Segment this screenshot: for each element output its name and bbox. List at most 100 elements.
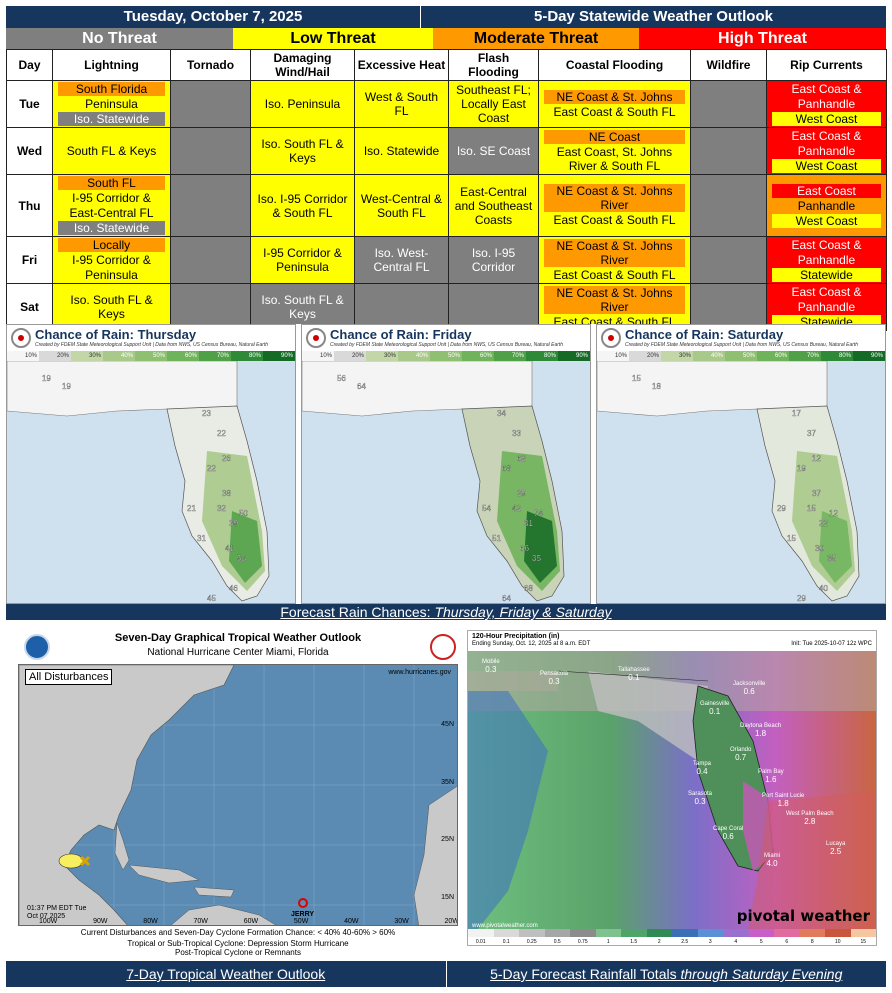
heat-cell: Iso. Statewide <box>354 127 449 175</box>
rain-chance-value: 68 <box>502 464 511 473</box>
lat-label: 35N <box>441 778 454 786</box>
table-row: Tue South Florida Peninsula Iso. Statewide I… <box>6 80 887 128</box>
city-rain-label: Tampa 0.4 <box>693 761 712 776</box>
scale-step: 10% <box>597 351 629 361</box>
scale-step: 80% <box>526 351 558 361</box>
wildfire-cell <box>690 174 767 237</box>
threat-text: NE Coast & St. Johns River <box>544 285 685 314</box>
rain-chance-value: 46 <box>229 584 238 593</box>
scale-step: 10% <box>7 351 39 361</box>
scale-step: 90% <box>853 351 885 361</box>
rain-chance-value: 37 <box>807 429 816 438</box>
rain-chance-value: 64 <box>502 594 511 603</box>
cyclone-legend: Tropical or Sub-Tropical Cyclone: Depres… <box>14 939 462 957</box>
rain-scale-step <box>697 929 723 937</box>
city-name: Sarasota <box>688 791 713 797</box>
rain-chance-value: 64 <box>357 382 366 391</box>
rain-chance-value: 54 <box>482 504 491 513</box>
city-name: Tampa <box>693 761 712 767</box>
wind-cell: Iso. South FL & Keys <box>250 127 355 175</box>
day-cell: Tue <box>6 80 53 128</box>
tornado-cell <box>170 236 251 284</box>
scale-step: 20% <box>39 351 71 361</box>
rain-scale-step <box>468 929 494 937</box>
rain-scale-tick: 4 <box>734 939 738 945</box>
city-name: Gainesville <box>700 701 730 707</box>
rain-scale-tick: 0.1 <box>502 939 510 945</box>
flash-cell: Southeast FL; Locally East Coast <box>448 80 539 128</box>
tornado-cell <box>170 127 251 175</box>
map-scale: 10% 20% 30% 40% 50% 60% 70% 80% 90% <box>7 351 295 361</box>
filter-all-disturbances[interactable]: All Disturbances <box>25 669 113 685</box>
scale-step: 30% <box>71 351 103 361</box>
city-value: 0.3 <box>694 797 706 806</box>
city-rain-label: Gainesville 0.1 <box>700 701 730 716</box>
wind-cell: Iso. South FL & Keys <box>250 283 355 331</box>
city-value: 0.3 <box>548 677 560 686</box>
city-rain-label: Palm Bay 1.6 <box>758 769 784 784</box>
rain-chance-value: 23 <box>202 409 211 418</box>
threat-text: East Coast & <box>791 285 862 299</box>
city-value: 2.5 <box>830 847 842 856</box>
threat-none: No Threat <box>6 28 233 49</box>
city-name: Port Saint Lucie <box>762 793 805 799</box>
scale-step: 60% <box>462 351 494 361</box>
threat-text: West Coast <box>772 213 881 228</box>
heat-cell <box>354 283 449 331</box>
map-title-bar: Chance of Rain: Saturday Created by FDEM… <box>597 325 885 351</box>
rainfall-init: Init: Tue 2025-10-07 12z WPC <box>791 641 872 647</box>
rain-scale-step <box>799 929 825 937</box>
wildfire-cell <box>690 283 767 331</box>
rain-chance-value: 15 <box>787 534 796 543</box>
rain-chance-value: 32 <box>217 504 226 513</box>
formation-chance-legend: Current Disturbances and Seven-Day Cyclo… <box>80 928 396 937</box>
tropical-outlook: Seven-Day Graphical Tropical Weather Out… <box>14 628 462 957</box>
atlantic-map: All Disturbances www.hurricanes.gov JERR… <box>18 664 458 926</box>
rain-chance-value: 35 <box>532 554 541 563</box>
lon-label: 20W <box>444 918 458 925</box>
tornado-cell <box>170 174 251 237</box>
atlantic-basemap <box>19 665 457 925</box>
rain-chance-value: 33 <box>512 429 521 438</box>
scale-step: 30% <box>661 351 693 361</box>
threat-high: High Threat <box>639 28 886 49</box>
scale-step: 60% <box>167 351 199 361</box>
scale-step: 50% <box>135 351 167 361</box>
coastal-cell: NE Coast & St. Johns East Coast & South F… <box>538 80 691 128</box>
rain-chance-caption: Forecast Rain Chances: Thursday, Friday … <box>6 604 886 620</box>
rain-chance-value: 45 <box>207 594 216 603</box>
threat-text: Iso. West-Central FL <box>373 246 430 274</box>
coastal-cell: NE Coast East Coast, St. Johns River & So… <box>538 127 691 175</box>
tornado-cell <box>170 283 251 331</box>
rain-scale-step <box>825 929 851 937</box>
threat-text: Panhandle <box>797 300 856 314</box>
footer-captions: 7-Day Tropical Weather Outlook 5-Day For… <box>6 961 886 987</box>
city-value: 0.6 <box>722 832 734 841</box>
latitude-labels: 45N 35N 25N 15N <box>441 721 454 901</box>
lat-label: 25N <box>441 836 454 844</box>
wildfire-cell <box>690 80 767 128</box>
city-name: West Palm Beach <box>786 811 834 817</box>
rain-chance-value: 19 <box>797 464 806 473</box>
footer-tropical-caption: 7-Day Tropical Weather Outlook <box>6 961 447 987</box>
threat-text: Peninsula <box>85 268 138 282</box>
threat-text: Iso. I-95 Corridor & South FL <box>257 191 348 220</box>
threat-text: Iso. SE Coast <box>456 144 531 158</box>
rainfall-scale-ticks: 0.01 0.1 0.25 0.5 0.75 1 1.5 2 2.5 3 4 5 6 8 10 15 <box>468 937 876 945</box>
city-name: Palm Bay <box>758 769 784 775</box>
rain-map-friday: Chance of Rain: Friday Created by FDEM S… <box>301 324 591 604</box>
rainfall-title: 120-Hour Precipitation (in) <box>472 633 560 640</box>
rain-scale-tick: 10 <box>834 939 841 945</box>
col-lightning: Lightning <box>52 49 171 81</box>
rain-scale-step <box>774 929 800 937</box>
rain-scale-tick: 15 <box>860 939 867 945</box>
wind-cell: Iso. Peninsula <box>250 80 355 128</box>
threat-text: Statewide <box>772 268 881 282</box>
rain-chance-value: 26 <box>222 454 231 463</box>
city-value: 1.8 <box>777 799 789 808</box>
rain-chance-value: 41 <box>225 544 234 553</box>
threat-text: Locally <box>58 238 165 252</box>
wildfire-cell <box>690 236 767 284</box>
city-name: Jacksonville <box>733 681 766 687</box>
